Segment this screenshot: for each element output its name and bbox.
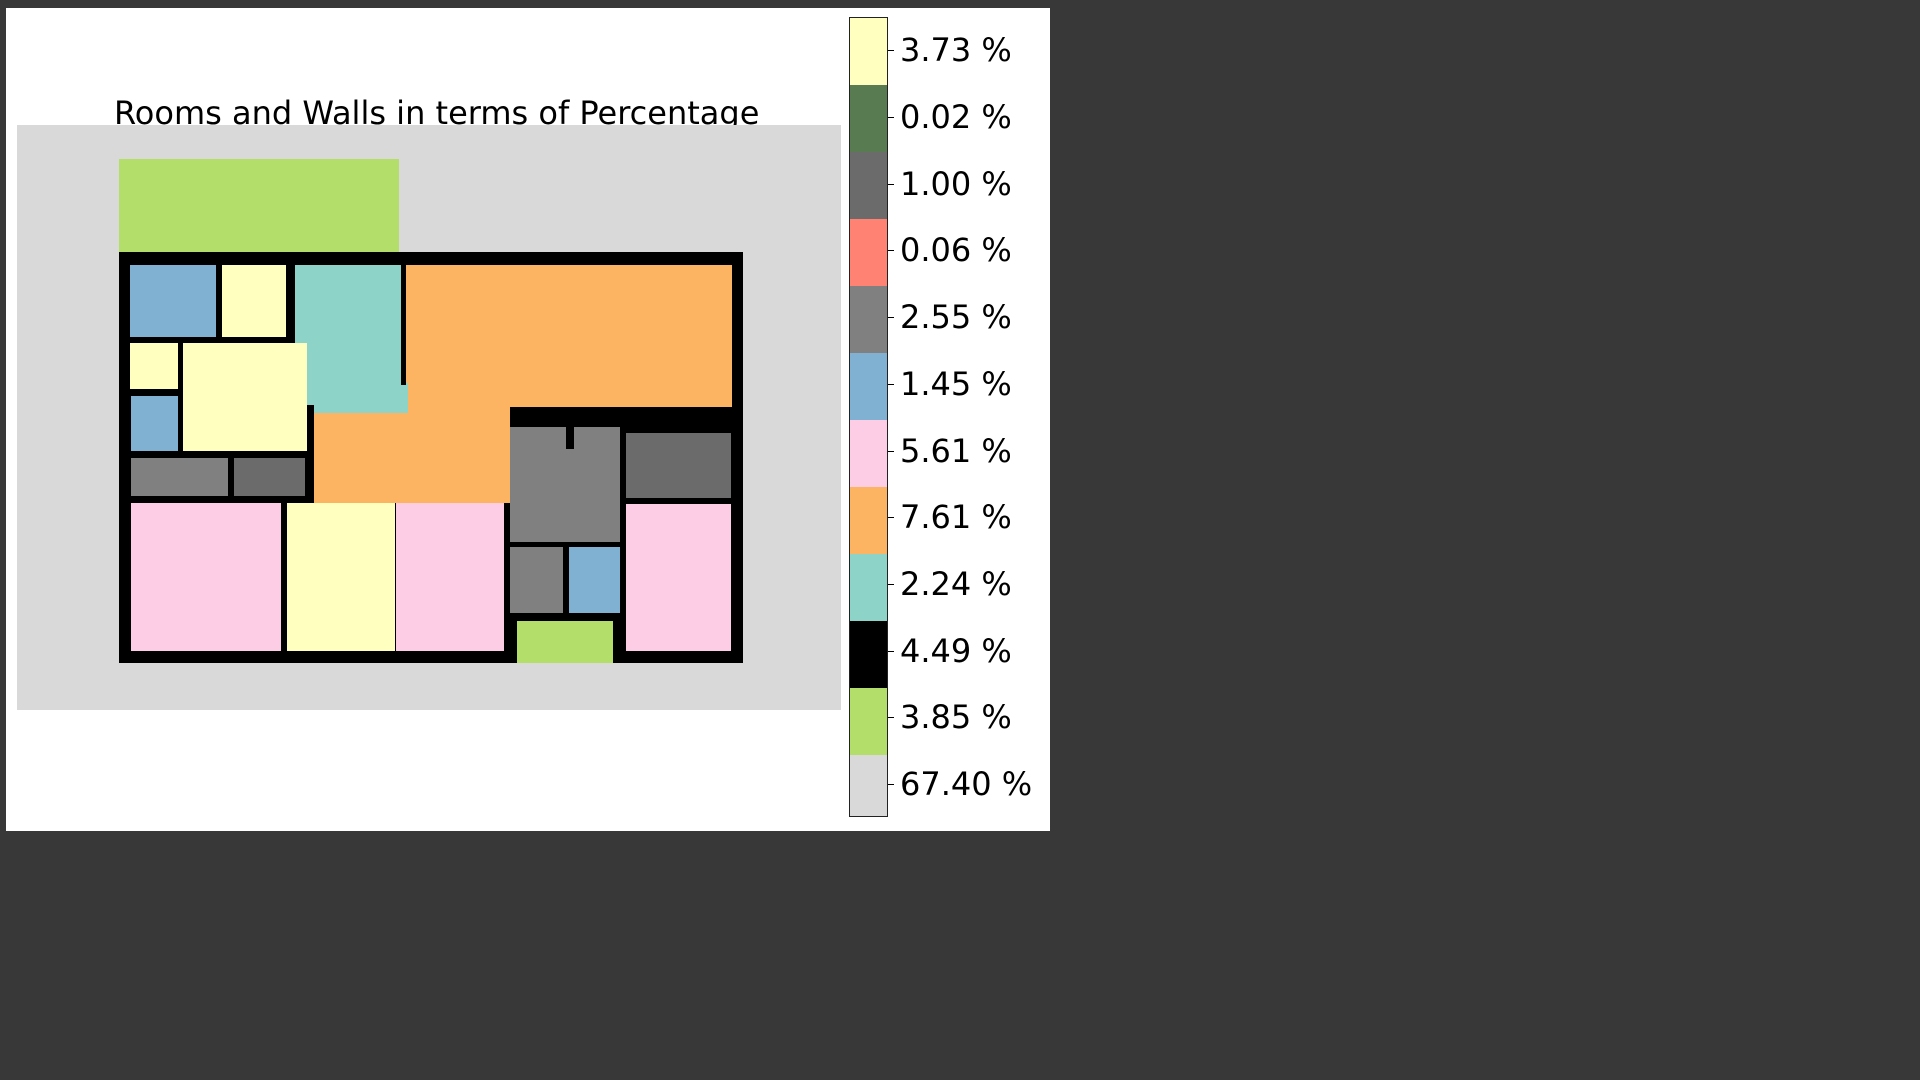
colorbar-label: 4.49 % bbox=[900, 632, 1012, 670]
colorbar-swatch bbox=[850, 755, 887, 816]
colorbar-label: 0.02 % bbox=[900, 98, 1012, 136]
colorbar-tick bbox=[888, 717, 894, 718]
blue-room-2 bbox=[131, 396, 178, 451]
colorbar-tick bbox=[888, 250, 894, 251]
colorbar-swatch bbox=[850, 420, 887, 487]
colorbar-label: 1.45 % bbox=[900, 365, 1012, 403]
colorbar-label: 5.61 % bbox=[900, 432, 1012, 470]
colorbar-swatch bbox=[850, 219, 887, 286]
colorbar-swatch bbox=[850, 554, 887, 621]
colorbar-label: 2.24 % bbox=[900, 565, 1012, 603]
colorbar-label: 1.00 % bbox=[900, 165, 1012, 203]
colorbar-tick bbox=[888, 117, 894, 118]
gray-room-1 bbox=[131, 458, 228, 496]
living-room-lower bbox=[314, 407, 510, 503]
gray-room-notch bbox=[566, 425, 574, 449]
colorbar-tick bbox=[888, 50, 894, 51]
teal-room bbox=[295, 265, 401, 405]
living-room bbox=[405, 265, 732, 407]
inner-wall bbox=[401, 265, 406, 385]
colorbar-swatch bbox=[850, 286, 887, 353]
colorbar-label: 3.73 % bbox=[900, 31, 1012, 69]
gray-room-2 bbox=[510, 427, 620, 542]
colorbar-tick bbox=[888, 517, 894, 518]
floor-plan-svg bbox=[17, 125, 841, 710]
colorbar bbox=[849, 17, 888, 817]
colorbar-label: 3.85 % bbox=[900, 698, 1012, 736]
colorbar-swatch bbox=[850, 487, 887, 554]
colorbar-tick bbox=[888, 584, 894, 585]
colorbar-tick bbox=[888, 317, 894, 318]
colorbar-tick bbox=[888, 784, 894, 785]
blue-room-1 bbox=[130, 265, 216, 337]
floor-plan bbox=[17, 125, 841, 710]
colorbar-label: 67.40 % bbox=[900, 765, 1033, 803]
darkgray-room-1 bbox=[234, 458, 305, 496]
pink-room-1 bbox=[131, 503, 281, 651]
darkgray-room-2 bbox=[626, 433, 731, 498]
colorbar-tick bbox=[888, 184, 894, 185]
colorbar-tick bbox=[888, 384, 894, 385]
colorbar-label: 7.61 % bbox=[900, 498, 1012, 536]
yellow-room-3 bbox=[183, 343, 307, 451]
garden-bottom bbox=[517, 621, 613, 663]
garden-top bbox=[119, 159, 399, 255]
teal-room-ext bbox=[314, 383, 408, 413]
colorbar-tick bbox=[888, 451, 894, 452]
blue-room-3 bbox=[569, 547, 620, 613]
colorbar-swatch bbox=[850, 621, 887, 688]
colorbar-label: 0.06 % bbox=[900, 231, 1012, 269]
colorbar-tick bbox=[888, 651, 894, 652]
colorbar-swatch bbox=[850, 353, 887, 420]
colorbar-swatch bbox=[850, 152, 887, 219]
colorbar-swatch bbox=[850, 688, 887, 755]
pink-room-2 bbox=[396, 503, 504, 651]
yellow-room-2 bbox=[130, 343, 178, 389]
colorbar-label: 2.55 % bbox=[900, 298, 1012, 336]
figure-canvas: Rooms and Walls in terms of Percentage bbox=[6, 8, 1050, 831]
pink-room-3 bbox=[626, 504, 731, 651]
colorbar-swatch bbox=[850, 85, 887, 152]
yellow-room-1 bbox=[222, 265, 286, 337]
yellow-room-4 bbox=[287, 503, 395, 651]
colorbar-swatch bbox=[850, 18, 887, 85]
gray-room-3 bbox=[510, 547, 563, 613]
